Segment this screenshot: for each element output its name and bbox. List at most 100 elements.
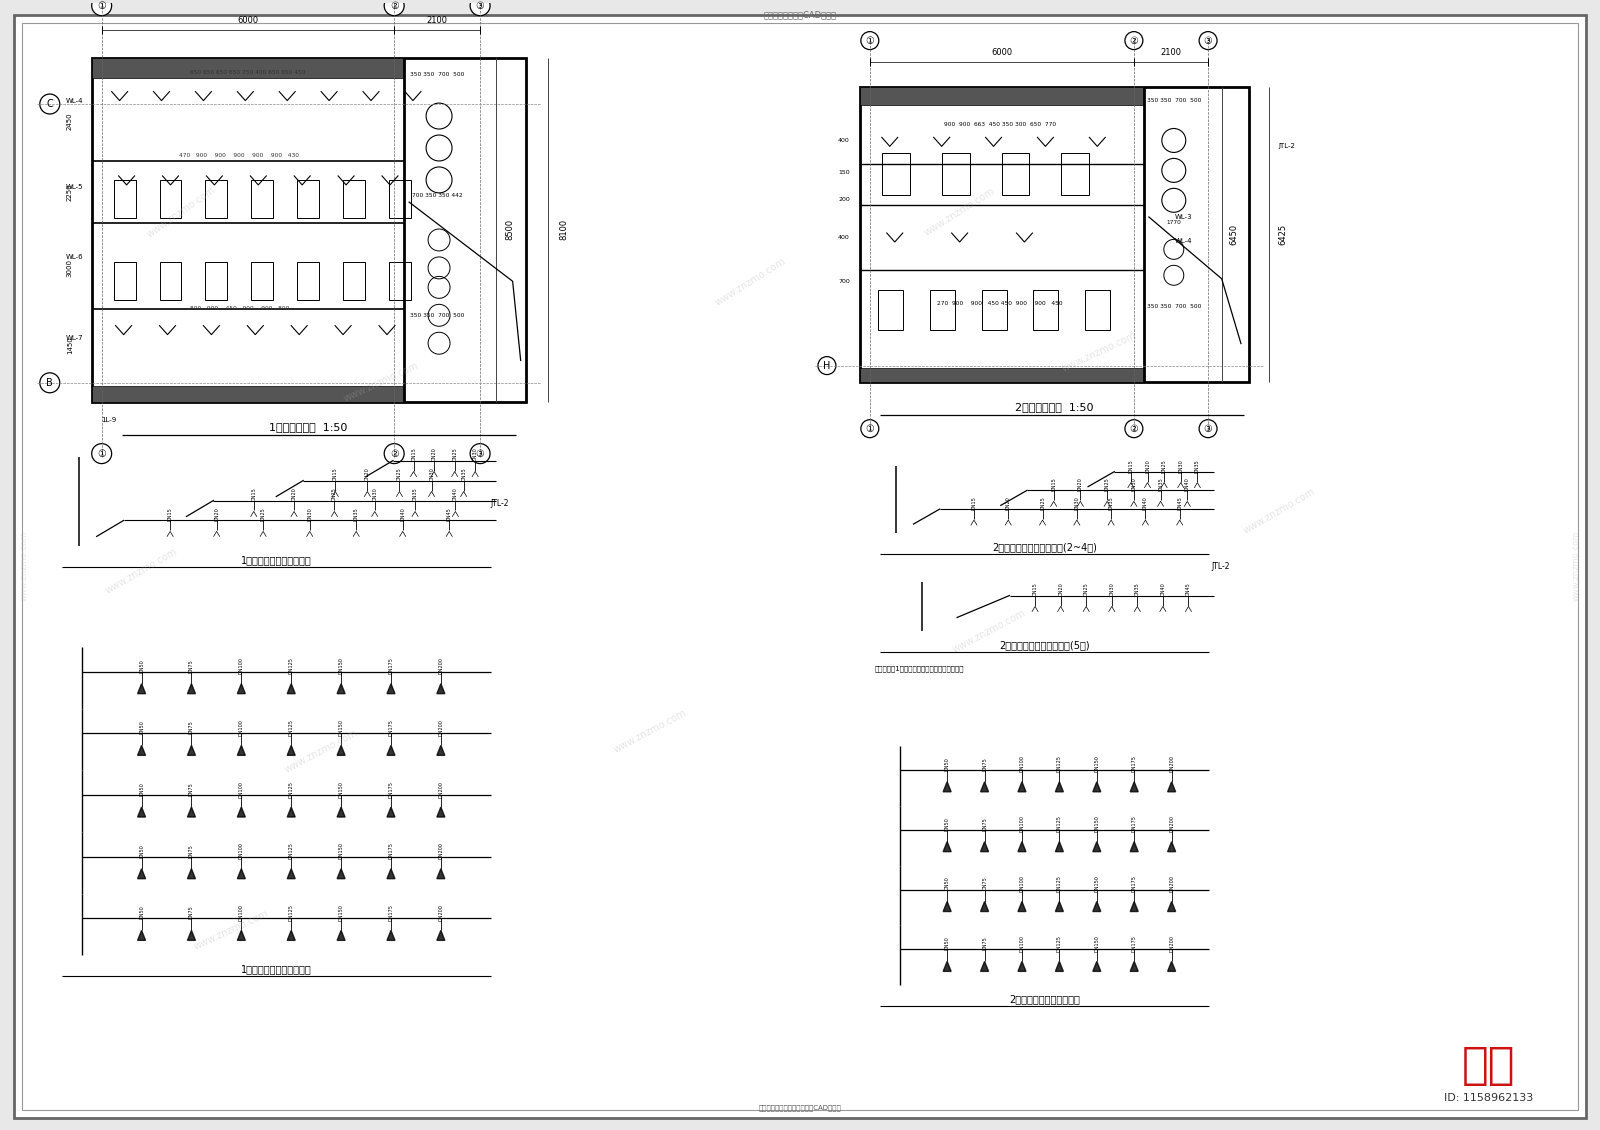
Text: DN15: DN15 — [333, 468, 338, 481]
Text: DN35: DN35 — [1195, 459, 1200, 472]
Text: ②: ② — [390, 449, 398, 459]
Text: ①: ① — [866, 36, 874, 45]
Text: DN150: DN150 — [339, 781, 344, 798]
Text: DN75: DN75 — [982, 817, 987, 831]
Polygon shape — [387, 807, 395, 817]
Text: DN40: DN40 — [1184, 478, 1190, 492]
Text: DN20: DN20 — [1146, 459, 1150, 472]
Text: 650 650 650 650 250 400 650 650 450: 650 650 650 650 250 400 650 650 450 — [190, 70, 306, 75]
Text: 6000: 6000 — [992, 49, 1013, 58]
Text: DN200: DN200 — [438, 781, 443, 798]
Polygon shape — [138, 807, 146, 817]
Bar — [91, 58, 405, 78]
Text: DN15: DN15 — [411, 447, 416, 461]
Polygon shape — [1093, 782, 1101, 792]
Circle shape — [1198, 32, 1218, 50]
Text: www.znzmo.com: www.znzmo.com — [146, 185, 218, 240]
Text: DN100: DN100 — [238, 781, 243, 798]
Text: www.znzmo.com: www.znzmo.com — [104, 547, 179, 596]
Text: JTL-2: JTL-2 — [1278, 144, 1296, 149]
Text: www.znzmo.com: www.znzmo.com — [1571, 531, 1581, 601]
Text: DN25: DN25 — [1104, 478, 1110, 492]
Text: 图纸名称：学校艺术楼给排水CAD施工图: 图纸名称：学校艺术楼给排水CAD施工图 — [758, 1105, 842, 1112]
Bar — [859, 368, 1144, 382]
Polygon shape — [1168, 962, 1176, 972]
Text: DN150: DN150 — [1094, 875, 1099, 892]
Polygon shape — [288, 930, 296, 940]
Text: DN30: DN30 — [1131, 478, 1136, 492]
Polygon shape — [237, 746, 245, 755]
Text: DN25: DN25 — [1083, 583, 1088, 597]
Text: DN75: DN75 — [189, 721, 194, 735]
Polygon shape — [237, 684, 245, 694]
Polygon shape — [1093, 962, 1101, 972]
Text: 2100: 2100 — [1160, 49, 1181, 58]
Text: DN150: DN150 — [339, 658, 344, 675]
Text: DN150: DN150 — [1094, 815, 1099, 832]
Bar — [859, 87, 1250, 382]
Text: DN35: DN35 — [413, 488, 418, 502]
Circle shape — [861, 32, 878, 50]
Text: DN50: DN50 — [139, 905, 144, 920]
Text: DN175: DN175 — [389, 658, 394, 675]
Polygon shape — [387, 684, 395, 694]
Text: 800   900    450   900    900   800: 800 900 450 900 900 800 — [189, 306, 290, 311]
Text: DN200: DN200 — [438, 658, 443, 675]
Text: 知末: 知末 — [1462, 1044, 1515, 1087]
Text: DN15: DN15 — [1128, 459, 1133, 472]
Polygon shape — [1093, 842, 1101, 852]
Text: DN125: DN125 — [288, 719, 294, 736]
Text: 6450: 6450 — [1229, 224, 1238, 245]
Polygon shape — [1056, 842, 1064, 852]
Bar — [205, 262, 227, 301]
Polygon shape — [237, 930, 245, 940]
Polygon shape — [187, 684, 195, 694]
Text: www.znzmo.com: www.znzmo.com — [613, 707, 688, 755]
Text: DN175: DN175 — [389, 842, 394, 859]
Circle shape — [470, 444, 490, 463]
Text: www.znzmo.com: www.znzmo.com — [1061, 330, 1138, 374]
Text: DN45: DN45 — [1186, 583, 1190, 597]
Text: ③: ③ — [475, 449, 485, 459]
Polygon shape — [237, 869, 245, 879]
Text: DN175: DN175 — [389, 781, 394, 798]
Text: DN75: DN75 — [189, 782, 194, 796]
Bar — [342, 180, 365, 218]
Text: DN15: DN15 — [1032, 583, 1037, 597]
Text: DN175: DN175 — [389, 719, 394, 736]
Text: 700: 700 — [838, 279, 850, 285]
Polygon shape — [387, 930, 395, 940]
Text: 2号卫生间大样  1:50: 2号卫生间大样 1:50 — [1014, 402, 1094, 411]
Polygon shape — [338, 807, 346, 817]
Text: www.znzmo.com: www.znzmo.com — [923, 186, 997, 238]
Polygon shape — [1130, 902, 1138, 912]
Polygon shape — [437, 807, 445, 817]
Polygon shape — [138, 930, 146, 940]
Text: DN175: DN175 — [1131, 875, 1136, 892]
Text: DN200: DN200 — [438, 904, 443, 921]
Text: DN30: DN30 — [373, 488, 378, 502]
Bar — [114, 180, 136, 218]
Text: DN200: DN200 — [1170, 815, 1174, 832]
Polygon shape — [138, 869, 146, 879]
Text: DN20: DN20 — [214, 507, 219, 521]
Text: www.znzmo.com: www.znzmo.com — [283, 728, 360, 774]
Text: 700 350 350 442: 700 350 350 442 — [411, 193, 462, 198]
Text: 1号卫生间排水支管系统图: 1号卫生间排水支管系统图 — [242, 964, 312, 974]
Text: DN35: DN35 — [1134, 583, 1139, 597]
Text: DN100: DN100 — [238, 904, 243, 921]
Circle shape — [861, 419, 878, 437]
Text: DN35: DN35 — [461, 468, 466, 481]
Polygon shape — [942, 902, 950, 912]
Text: DN125: DN125 — [288, 781, 294, 798]
Bar — [205, 180, 227, 218]
Text: 学校艺术楼给排水CAD施工图: 学校艺术楼给排水CAD施工图 — [763, 10, 837, 19]
Polygon shape — [338, 684, 346, 694]
Polygon shape — [1018, 962, 1026, 972]
Polygon shape — [981, 902, 989, 912]
Text: ③: ③ — [1203, 36, 1213, 45]
Circle shape — [384, 444, 405, 463]
Text: 1L-9: 1L-9 — [102, 417, 117, 423]
Text: DN30: DN30 — [1074, 496, 1080, 510]
Text: 1号卫生间大样  1:50: 1号卫生间大样 1:50 — [269, 421, 347, 432]
